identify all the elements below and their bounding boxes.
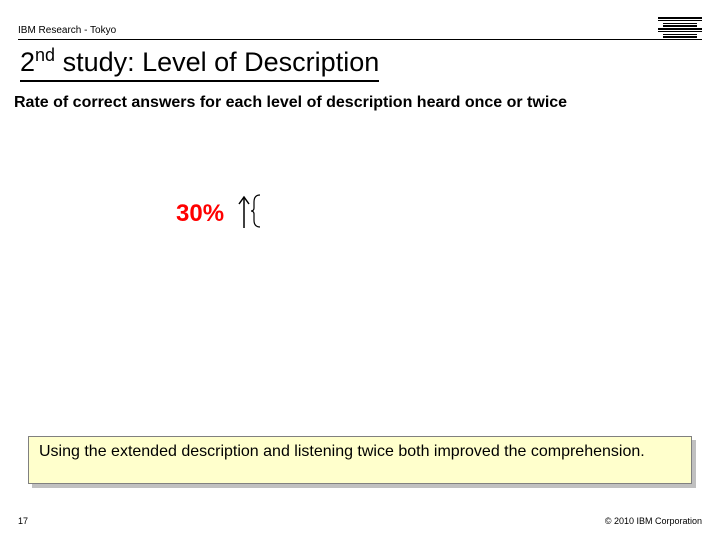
slide-subtitle: Rate of correct answers for each level o… [14,94,567,112]
copyright: © 2010 IBM Corporation [605,516,702,526]
title-ordinal: nd [35,45,55,65]
slide-title: 2nd study: Level of Description [20,46,379,82]
conclusion-text: Using the extended description and liste… [39,443,645,460]
slide-header: IBM Research - Tokyo [18,18,702,40]
brace-icon [251,194,263,228]
arrow-up-icon [238,194,250,228]
header-label: IBM Research - Tokyo [18,25,116,39]
page-number: 17 [18,516,28,526]
conclusion-box: Using the extended description and liste… [28,436,692,484]
title-prefix: 2 [20,47,35,77]
ibm-logo-icon [658,17,702,39]
title-rest: study: Level of Description [55,47,379,77]
callout-value: 30% [176,200,224,228]
